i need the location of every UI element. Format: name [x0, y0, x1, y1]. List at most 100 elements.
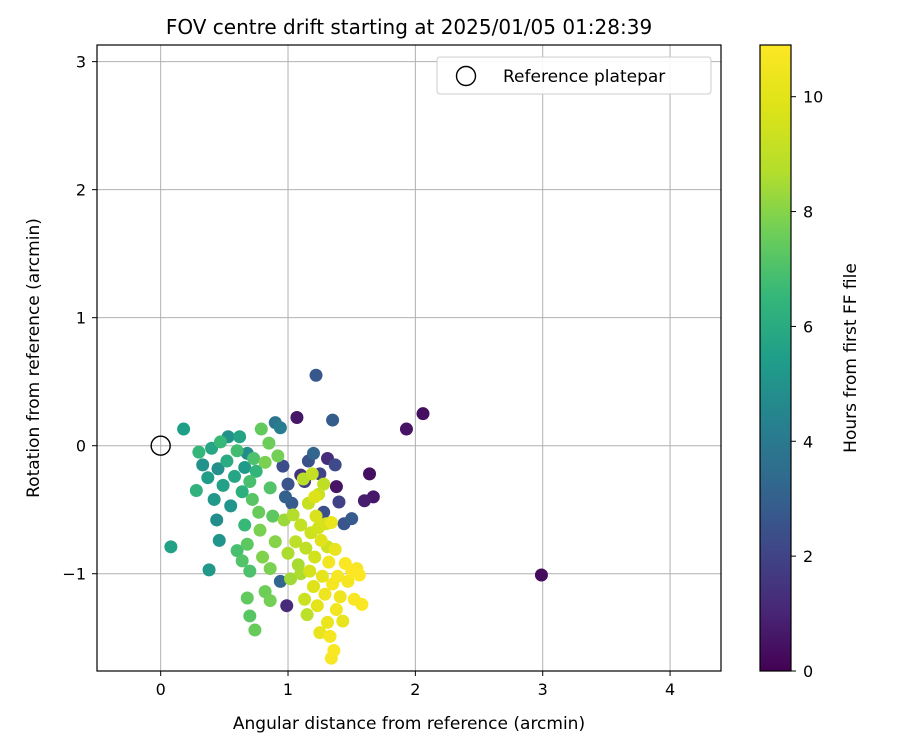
data-point — [240, 537, 254, 551]
x-axis-ticks: 0 1 2 3 4 — [156, 671, 675, 699]
data-point — [196, 458, 210, 472]
data-point — [243, 564, 257, 578]
data-point — [317, 477, 331, 491]
data-point — [248, 623, 262, 637]
data-point — [164, 540, 178, 554]
data-point — [268, 535, 282, 549]
y-tick-label: 0 — [76, 437, 86, 456]
colorbar — [759, 44, 792, 672]
x-tick-label: 2 — [410, 680, 420, 699]
data-point — [228, 469, 242, 483]
data-point — [230, 444, 244, 458]
data-point — [256, 550, 270, 564]
data-point — [327, 644, 341, 658]
data-point — [266, 509, 280, 523]
data-point — [189, 483, 203, 497]
data-point — [399, 422, 413, 436]
data-point — [294, 518, 308, 532]
data-point — [320, 615, 334, 629]
data-point — [263, 562, 277, 576]
data-point — [238, 518, 252, 532]
data-point — [243, 609, 257, 623]
data-point — [318, 587, 332, 601]
data-point — [355, 597, 369, 611]
data-point — [238, 460, 252, 474]
data-point — [230, 544, 244, 558]
x-tick-label: 3 — [538, 680, 548, 699]
data-point — [233, 430, 247, 444]
data-point — [276, 459, 290, 473]
y-axis-ticks: −1 0 1 2 3 — [62, 53, 97, 584]
data-point — [284, 572, 298, 586]
data-point — [345, 512, 359, 526]
colorbar-label: Hours from first FF file — [841, 263, 861, 453]
data-point — [212, 533, 226, 547]
data-point — [249, 464, 263, 478]
grid-lines — [97, 45, 721, 671]
data-point — [258, 455, 272, 469]
data-point — [299, 541, 313, 555]
data-point — [210, 513, 224, 527]
data-point — [306, 580, 320, 594]
data-point — [310, 599, 324, 613]
colorbar-tick-label: 4 — [803, 432, 813, 451]
data-point — [263, 481, 277, 495]
data-point — [224, 499, 238, 513]
data-point — [298, 592, 312, 606]
colorbar-tick-label: 6 — [803, 317, 813, 336]
data-point — [357, 494, 371, 508]
data-point — [305, 467, 319, 481]
data-point — [308, 490, 322, 504]
x-tick-label: 4 — [665, 680, 675, 699]
data-point — [308, 550, 322, 564]
data-point — [235, 554, 249, 568]
data-point — [243, 475, 257, 489]
data-point — [273, 421, 287, 435]
data-point — [314, 533, 328, 547]
data-point — [326, 413, 340, 427]
data-point — [416, 407, 430, 421]
data-point — [220, 454, 234, 468]
data-point — [333, 590, 347, 604]
data-point — [281, 546, 295, 560]
data-point — [322, 555, 336, 569]
data-point — [352, 568, 366, 582]
data-point — [324, 516, 338, 530]
data-point — [235, 485, 249, 499]
colorbar-tick-label: 8 — [803, 203, 813, 222]
legend: Reference platepar — [436, 56, 712, 95]
x-axis-label: Angular distance from reference (arcmin) — [233, 714, 585, 734]
y-tick-label: −1 — [62, 565, 86, 584]
data-point — [289, 535, 303, 549]
x-tick-label: 1 — [283, 680, 293, 699]
reference-marker — [150, 435, 171, 456]
data-points — [164, 368, 548, 665]
reference-point — [150, 435, 171, 456]
data-point — [313, 626, 327, 640]
data-point — [253, 523, 267, 537]
data-point — [329, 603, 343, 617]
colorbar-tick-label: 0 — [803, 662, 813, 681]
data-point — [331, 569, 345, 583]
y-tick-label: 1 — [76, 309, 86, 328]
colorbar-ticks: 0 2 4 6 8 10 — [791, 88, 823, 681]
data-point — [245, 492, 259, 506]
legend-box — [436, 56, 712, 95]
data-point — [192, 445, 206, 459]
data-point — [309, 368, 323, 382]
y-axis-label: Rotation from reference (arcmin) — [24, 218, 44, 498]
plot-frame — [96, 44, 722, 672]
legend-label: Reference platepar — [503, 67, 665, 87]
data-point — [323, 629, 337, 643]
data-point — [328, 542, 342, 556]
data-point — [534, 568, 548, 582]
data-point — [263, 594, 277, 608]
data-point — [271, 449, 285, 463]
data-point — [290, 411, 304, 425]
data-point — [336, 614, 350, 628]
data-point — [201, 471, 215, 485]
data-point — [328, 458, 342, 472]
data-point — [341, 574, 355, 588]
data-point — [286, 508, 300, 522]
data-point — [177, 422, 191, 436]
